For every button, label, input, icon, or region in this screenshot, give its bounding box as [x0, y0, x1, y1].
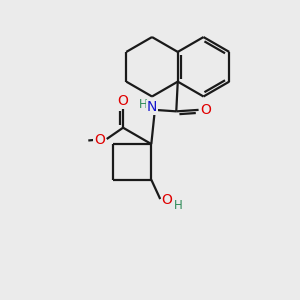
Text: O: O [201, 103, 212, 117]
Text: N: N [147, 100, 157, 115]
Text: H: H [174, 199, 182, 212]
Text: O: O [118, 94, 128, 108]
Text: H: H [139, 98, 148, 111]
Text: O: O [161, 193, 172, 207]
Text: O: O [94, 133, 105, 147]
